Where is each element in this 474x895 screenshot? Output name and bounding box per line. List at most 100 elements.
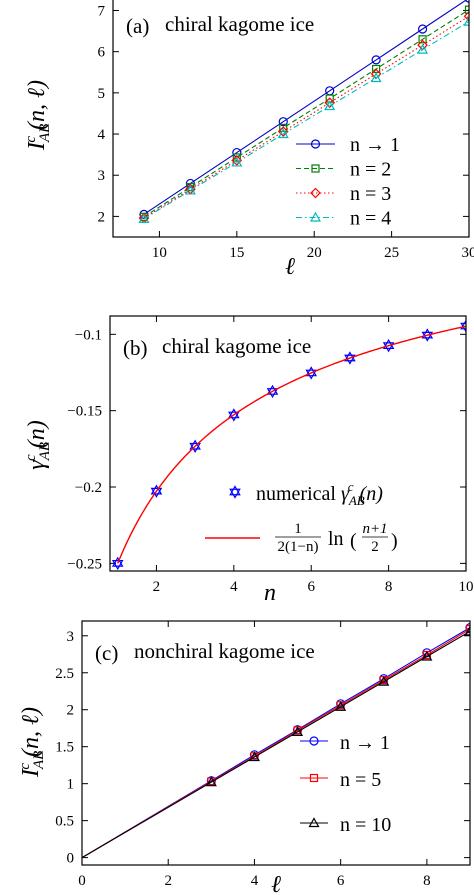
y-tick-label: 5 — [98, 86, 106, 102]
legend-marker — [310, 139, 321, 149]
panel-title: nonchiral kagome ice — [134, 639, 315, 663]
y-axis-arguments: (n) — [24, 420, 50, 448]
x-tick-label: 6 — [307, 579, 315, 595]
y-axis-label: γABc (n) — [23, 420, 53, 469]
x-tick-label: 0 — [78, 873, 86, 889]
y-axis-subscript: AB — [37, 442, 53, 461]
y-tick-label: 0.5 — [55, 814, 74, 830]
panel-label: (b) — [123, 336, 148, 360]
data-point — [111, 556, 124, 571]
marker-triangle-up — [229, 485, 241, 496]
legend-label: n → 1 — [340, 732, 390, 754]
legend-label: n = 2 — [350, 159, 391, 181]
legend-item: 1 2(1−n) ln (n+1 2) — [205, 521, 398, 555]
legend-superscript: c — [348, 479, 354, 494]
y-axis-arguments: (n, ℓ) — [24, 80, 50, 130]
legend-item: numerical γABc (n) — [229, 479, 383, 508]
marker-triangle-up — [460, 319, 466, 330]
data-point — [150, 484, 163, 498]
y-axis-label: IABc (n, ℓ) — [17, 707, 47, 778]
series-line — [143, 9, 469, 218]
legend-marker — [309, 211, 322, 222]
data-point — [277, 126, 289, 137]
legend-item: n → 1 — [296, 134, 400, 156]
legend-marker — [311, 164, 320, 173]
data-point — [205, 776, 217, 787]
x-tick-label: 20 — [307, 245, 322, 261]
legend-marker — [229, 485, 241, 499]
legend-label: n = 10 — [340, 814, 391, 836]
data-point — [464, 5, 469, 14]
x-axis-label: ℓ — [285, 254, 295, 280]
series-line — [82, 627, 470, 859]
panel-label: (c) — [95, 641, 118, 665]
data-point — [277, 128, 289, 139]
y-axis-symbol: γ — [24, 460, 50, 470]
data-point — [417, 43, 429, 54]
x-tick-label: 8 — [423, 873, 431, 889]
data-point — [463, 15, 469, 26]
data-point — [324, 100, 336, 111]
data-point — [371, 55, 381, 65]
y-tick-label: 6 — [98, 45, 106, 61]
plot-frame — [112, 0, 470, 238]
y-tick-label: −0.15 — [67, 404, 102, 420]
data-point — [378, 675, 390, 686]
series-line — [82, 630, 470, 859]
legend-log: ln — [328, 528, 344, 550]
legend-arguments: (n) — [360, 483, 384, 505]
legend-label: n = 5 — [340, 769, 381, 791]
y-tick-label: 3 — [67, 629, 75, 645]
y-tick-label: 1 — [67, 777, 75, 793]
legend-marker — [309, 773, 319, 783]
paren-right: ) — [391, 530, 398, 552]
series-line — [82, 628, 470, 859]
legend-marker — [310, 187, 321, 199]
y-axis-subscript: AB — [37, 124, 53, 143]
data-point — [292, 726, 304, 737]
data-point — [324, 97, 336, 109]
legend-label: n = 3 — [350, 183, 391, 205]
x-tick-label: 4 — [230, 579, 238, 595]
x-tick-label: 6 — [337, 873, 345, 889]
y-axis-superscript: c — [23, 454, 39, 461]
data-point — [417, 24, 428, 34]
y-axis-superscript: c — [23, 136, 39, 143]
data-point — [138, 213, 150, 223]
y-tick-label: 7 — [98, 3, 106, 19]
marker-triangle-up — [382, 338, 395, 349]
legend-item: n → 1 — [300, 732, 390, 754]
x-tick-label: 8 — [385, 579, 393, 595]
data-point — [465, 625, 470, 634]
legend-item: n = 4 — [296, 208, 391, 230]
x-tick-label: 10 — [459, 579, 474, 595]
series-1 — [139, 5, 469, 221]
y-axis-label: IABc (n, ℓ) — [23, 80, 53, 151]
y-tick-label: 0 — [67, 851, 75, 867]
y-tick-label: −0.2 — [75, 480, 102, 496]
legend-label: n = 4 — [350, 208, 391, 230]
legend-item: n = 5 — [300, 769, 381, 791]
y-tick-label: 3 — [98, 168, 106, 184]
y-tick-label: 1.5 — [55, 740, 74, 756]
x-tick-label: 2 — [164, 873, 172, 889]
legend-label: numerical γABc (n) — [256, 479, 383, 508]
x-tick-label: 25 — [384, 245, 399, 261]
chart-panel-c: 0 2 4 6 8 0 0.5 1 1.5 2 2.5 3 (c) nonchiral kagome ic… — [17, 620, 471, 895]
x-axis-label: ℓ — [271, 872, 281, 895]
legend-item: n = 3 — [296, 183, 391, 205]
marker-triangle-up — [150, 484, 163, 495]
legend-item: n = 10 — [300, 814, 391, 836]
marker-triangle-down — [111, 560, 124, 571]
y-tick-label: 2.5 — [55, 666, 74, 682]
marker-triangle-up — [421, 328, 434, 339]
plot-frame — [109, 315, 467, 572]
y-axis-symbol: I — [18, 768, 44, 778]
series-line — [143, 21, 469, 220]
marker-triangle-up — [111, 556, 124, 567]
y-axis-subscript: AB — [31, 751, 47, 770]
y-axis-arguments: (n, ℓ) — [18, 707, 44, 757]
legend-fraction-denominator: 2(1−n) — [278, 539, 319, 555]
y-axis-symbol: I — [24, 141, 50, 151]
